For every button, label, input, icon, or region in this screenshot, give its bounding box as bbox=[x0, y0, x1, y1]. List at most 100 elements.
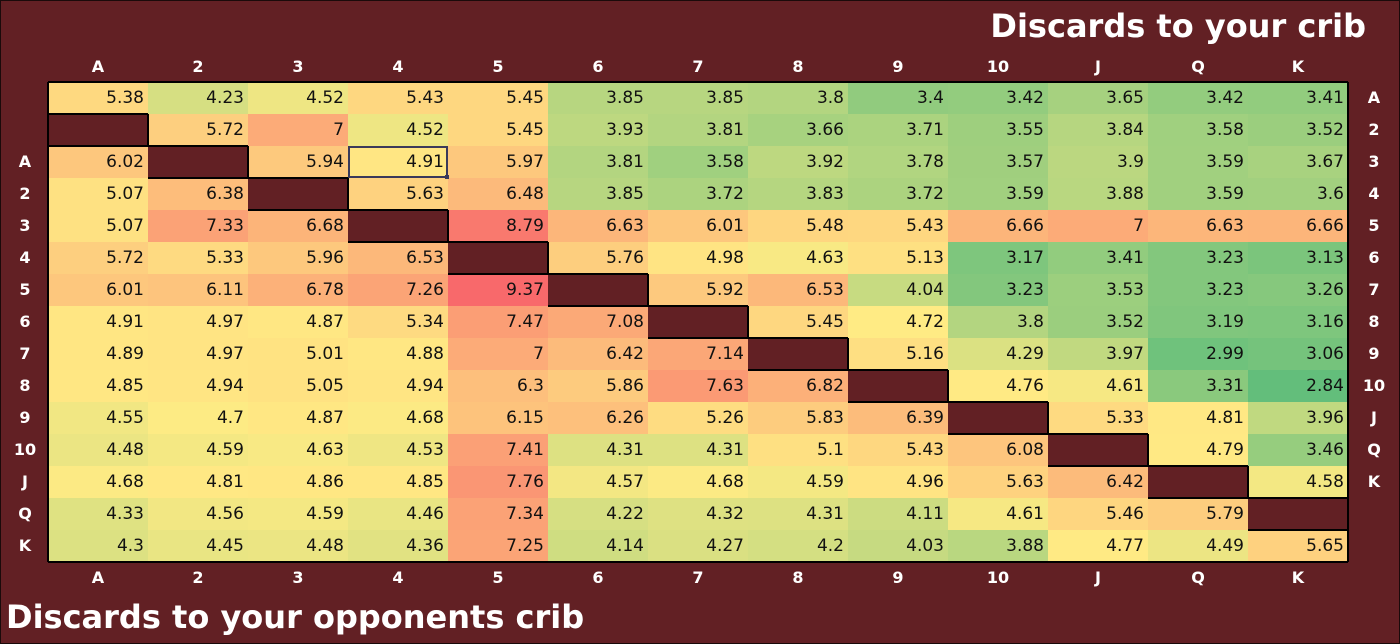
heatmap-cell: 4.23 bbox=[148, 82, 248, 114]
heatmap-cell: 3.83 bbox=[748, 178, 848, 210]
heatmap-cell: 7 bbox=[1048, 210, 1148, 242]
heatmap-cell: 3.26 bbox=[1248, 274, 1348, 306]
left-axis-label: K bbox=[18, 536, 32, 555]
heatmap-cell: 4.52 bbox=[348, 114, 448, 146]
top-axis-label: Q bbox=[1191, 57, 1205, 76]
top-axis-label: 7 bbox=[692, 57, 704, 76]
right-axis-label: 10 bbox=[1362, 376, 1386, 395]
heatmap-cell: 6.42 bbox=[548, 338, 648, 370]
heatmap-cell: 5.92 bbox=[648, 274, 748, 306]
heatmap-cell: 5.48 bbox=[748, 210, 848, 242]
heatmap-cell: 3.9 bbox=[1048, 146, 1148, 178]
left-axis-label: J bbox=[22, 472, 28, 491]
left-axis-label: 5 bbox=[19, 280, 31, 299]
heatmap-cell: 6.53 bbox=[348, 242, 448, 274]
heatmap-cell: 7.33 bbox=[148, 210, 248, 242]
heatmap-cell: 6.01 bbox=[48, 274, 148, 306]
diagonal-empty-cell bbox=[648, 306, 748, 338]
diagonal-empty-cell bbox=[748, 338, 848, 370]
heatmap-cell: 4.36 bbox=[348, 530, 448, 562]
heatmap-cell: 5.45 bbox=[448, 114, 548, 146]
heatmap-cell: 8.79 bbox=[448, 210, 548, 242]
heatmap-cell: 4.85 bbox=[348, 466, 448, 498]
heatmap-cell: 4.91 bbox=[348, 146, 448, 178]
heatmap-cell: 3.72 bbox=[648, 178, 748, 210]
top-axis-label: 9 bbox=[892, 57, 904, 76]
heatmap-cell: 3.97 bbox=[1048, 338, 1148, 370]
heatmap-cell: 3.96 bbox=[1248, 402, 1348, 434]
heatmap-cell: 3.93 bbox=[548, 114, 648, 146]
heatmap-cell: 5.63 bbox=[348, 178, 448, 210]
heatmap-cell: 7.41 bbox=[448, 434, 548, 466]
heatmap-cell: 4.45 bbox=[148, 530, 248, 562]
top-axis-label: K bbox=[1291, 57, 1305, 76]
heatmap-cell: 3.42 bbox=[948, 82, 1048, 114]
heatmap-cell: 3.41 bbox=[1048, 242, 1148, 274]
heatmap-cell: 3.4 bbox=[848, 82, 948, 114]
right-axis-label: 7 bbox=[1368, 280, 1380, 299]
heatmap-cell: 4.7 bbox=[148, 402, 248, 434]
heatmap-cell: 5.05 bbox=[248, 370, 348, 402]
left-axis-label: Q bbox=[18, 504, 32, 523]
heatmap-cell: 7.47 bbox=[448, 306, 548, 338]
heatmap-cell: 3.66 bbox=[748, 114, 848, 146]
bottom-axis-label: 6 bbox=[592, 568, 604, 587]
heatmap-cell: 3.8 bbox=[948, 306, 1048, 338]
heatmap-cell: 4.72 bbox=[848, 306, 948, 338]
left-axis-label: 3 bbox=[19, 216, 31, 235]
heatmap-cell: 6.39 bbox=[848, 402, 948, 434]
heatmap-cell: 3.59 bbox=[1148, 146, 1248, 178]
heatmap-cell: 4.76 bbox=[948, 370, 1048, 402]
heatmap-cell: 3.23 bbox=[948, 274, 1048, 306]
heatmap-cell: 3.16 bbox=[1248, 306, 1348, 338]
right-axis-label: A bbox=[1367, 88, 1381, 107]
top-axis-label: 3 bbox=[292, 57, 304, 76]
heatmap-cell: 3.81 bbox=[548, 146, 648, 178]
heatmap-cell: 3.23 bbox=[1148, 242, 1248, 274]
heatmap-cell: 4.91 bbox=[48, 306, 148, 338]
bottom-axis-label: 10 bbox=[986, 568, 1010, 587]
left-axis-label: 2 bbox=[19, 184, 31, 203]
heatmap-cell: 5.33 bbox=[148, 242, 248, 274]
heatmap-cell: 5.83 bbox=[748, 402, 848, 434]
heatmap-cell: 3.52 bbox=[1248, 114, 1348, 146]
diagonal-empty-cell bbox=[1048, 434, 1148, 466]
heatmap-cell: 7.76 bbox=[448, 466, 548, 498]
heatmap-cell: 5.38 bbox=[48, 82, 148, 114]
top-axis-label: 8 bbox=[792, 57, 804, 76]
heatmap-cell: 3.72 bbox=[848, 178, 948, 210]
heatmap-cell: 5.16 bbox=[848, 338, 948, 370]
heatmap-cell: 3.31 bbox=[1148, 370, 1248, 402]
heatmap-cell: 3.65 bbox=[1048, 82, 1148, 114]
heatmap-cell: 3.06 bbox=[1248, 338, 1348, 370]
left-axis-label: 7 bbox=[19, 344, 31, 363]
top-axis-label: 4 bbox=[392, 57, 404, 76]
left-axis-label: 6 bbox=[19, 312, 31, 331]
diagonal-empty-cell bbox=[848, 370, 948, 402]
heatmap-cell: 5.79 bbox=[1148, 498, 1248, 530]
heatmap-cell: 3.57 bbox=[948, 146, 1048, 178]
bottom-axis-label: K bbox=[1291, 568, 1305, 587]
heatmap-cell: 4.87 bbox=[248, 306, 348, 338]
heatmap-cell: 7.26 bbox=[348, 274, 448, 306]
heatmap-cell: 4.29 bbox=[948, 338, 1048, 370]
bottom-axis-label: 8 bbox=[792, 568, 804, 587]
heatmap-cell: 3.85 bbox=[648, 82, 748, 114]
diagonal-empty-cell bbox=[148, 146, 248, 178]
heatmap-cell: 3.85 bbox=[548, 82, 648, 114]
heatmap-cell: 6.63 bbox=[1148, 210, 1248, 242]
heatmap-cell: 4.27 bbox=[648, 530, 748, 562]
heatmap-cell: 7 bbox=[248, 114, 348, 146]
heatmap-cell: 5.94 bbox=[248, 146, 348, 178]
heatmap-cell: 3.46 bbox=[1248, 434, 1348, 466]
right-axis-label: 6 bbox=[1368, 248, 1380, 267]
top-axis-label: 2 bbox=[192, 57, 204, 76]
heatmap-cell: 7.63 bbox=[648, 370, 748, 402]
heatmap-cell: 4.14 bbox=[548, 530, 648, 562]
heatmap-cell: 6.63 bbox=[548, 210, 648, 242]
heatmap-cell: 6.48 bbox=[448, 178, 548, 210]
heatmap-cell: 4.61 bbox=[1048, 370, 1148, 402]
heatmap-cell: 3.84 bbox=[1048, 114, 1148, 146]
heatmap-cell: 5.45 bbox=[448, 82, 548, 114]
heatmap-cell: 4.53 bbox=[348, 434, 448, 466]
